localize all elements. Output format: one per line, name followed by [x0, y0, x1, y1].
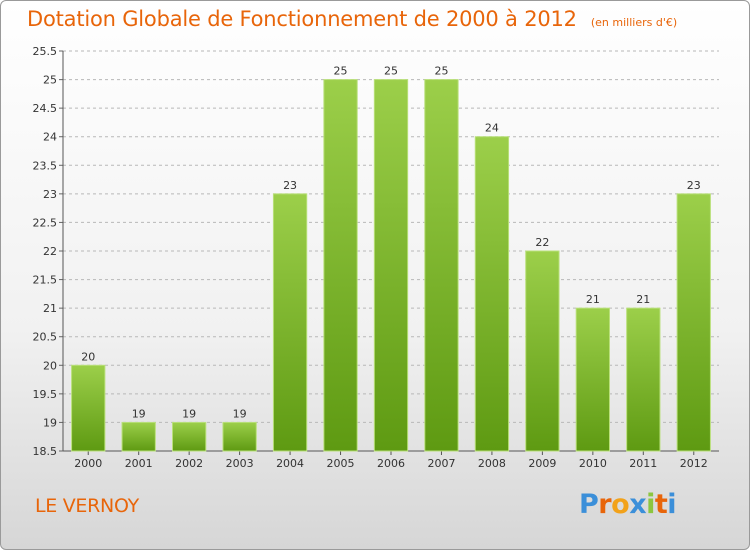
y-tick-label: 25.5	[33, 45, 58, 58]
bar-2005	[323, 79, 358, 452]
x-tick-label-2006: 2006	[377, 457, 405, 470]
bars	[71, 79, 711, 452]
data-label-2007: 25	[434, 65, 448, 78]
data-label-2001: 19	[132, 407, 146, 420]
logo-letter: r	[598, 489, 612, 520]
data-label-2011: 21	[636, 293, 650, 306]
data-labels: 20 19 19 19 23 25 25 25 24 22 21 21 23	[81, 65, 701, 421]
data-label-2008: 24	[485, 122, 499, 135]
y-tick-label: 21.5	[33, 274, 58, 287]
y-tick-label: 24.5	[33, 102, 58, 115]
data-label-2004: 23	[283, 179, 297, 192]
logo-letter: x	[629, 489, 647, 520]
x-tick-label-2011: 2011	[629, 457, 657, 470]
bar-2011	[626, 307, 661, 452]
data-label-2000: 20	[81, 350, 95, 363]
y-tick-label: 22.5	[33, 216, 58, 229]
logo-letter: P	[579, 489, 599, 520]
y-tick-label: 19.5	[33, 388, 58, 401]
x-tick-label-2008: 2008	[478, 457, 506, 470]
bar-2009	[525, 250, 560, 452]
y-tick-label: 18.5	[33, 445, 58, 458]
logo-letter: t	[654, 489, 668, 520]
bar-2012	[676, 193, 711, 452]
bar-2006	[373, 79, 409, 452]
chart-subtitle: (en milliers d'€)	[590, 16, 678, 29]
y-tick-label: 20.5	[33, 331, 58, 344]
x-tick-label-2004: 2004	[276, 457, 304, 470]
x-tick-labels: 2000 2001 2002 2003 2004 2005 2006 2007 2008 2009…	[74, 457, 708, 470]
logo-letter: i	[667, 489, 677, 520]
bar-2007	[424, 79, 459, 452]
x-tick-label-2005: 2005	[327, 457, 355, 470]
x-tick-label-2001: 2001	[125, 457, 153, 470]
logo-letter: i	[646, 489, 655, 520]
x-tick-label-2003: 2003	[226, 457, 254, 470]
bar-2010	[575, 307, 610, 452]
title-row: Dotation Globale de Fonctionnement de 20…	[27, 7, 677, 31]
bar-2008	[474, 136, 510, 452]
data-label-2003: 19	[233, 407, 247, 420]
bar-2000	[71, 364, 106, 452]
x-tick-label-2002: 2002	[175, 457, 203, 470]
x-tick-label-2012: 2012	[680, 457, 708, 470]
bar-2004	[272, 193, 308, 452]
data-label-2005: 25	[334, 65, 348, 78]
y-tick-label: 23.5	[33, 159, 58, 172]
data-label-2009: 22	[535, 236, 549, 249]
x-tick-label-2009: 2009	[528, 457, 556, 470]
y-tick-label: 19	[43, 416, 57, 429]
x-tick-label-2007: 2007	[427, 457, 455, 470]
data-label-2002: 19	[182, 407, 196, 420]
y-tick-label: 21	[43, 302, 57, 315]
data-label-2012: 23	[687, 179, 701, 192]
data-label-2006: 25	[384, 65, 398, 78]
commune-name: LE VERNOY	[35, 495, 139, 517]
data-label-2010: 21	[586, 293, 600, 306]
bar-2002	[172, 421, 207, 452]
y-tick-label: 20	[43, 359, 57, 372]
bar-2003	[222, 421, 257, 452]
x-tick-label-2000: 2000	[74, 457, 102, 470]
y-tick-label: 23	[43, 188, 57, 201]
y-tick-labels: 18.5 19 19.5 20 20.5 21 21.5 22 22.5 23 23.5 24 24.5…	[33, 45, 58, 458]
x-tick-label-2010: 2010	[579, 457, 607, 470]
y-tick-label: 25	[43, 74, 57, 87]
bar-2001	[121, 421, 156, 452]
proxiti-logo: Proxiti	[579, 489, 677, 520]
logo-letter: o	[611, 489, 630, 520]
y-tick-label: 22	[43, 245, 57, 258]
y-tick-label: 24	[43, 131, 57, 144]
chart-title: Dotation Globale de Fonctionnement de 20…	[27, 7, 577, 31]
